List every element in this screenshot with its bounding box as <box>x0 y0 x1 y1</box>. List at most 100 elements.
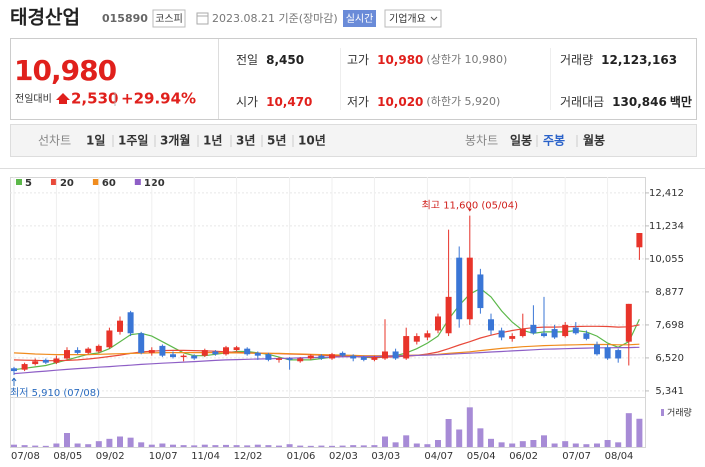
line-chart-label: 선차트 <box>38 134 71 148</box>
volume-bar <box>360 445 367 447</box>
min-annotation: 최저 5,910 (07/08) <box>10 387 100 399</box>
period-tab[interactable]: 1일 <box>86 134 105 148</box>
candle-body <box>201 350 208 356</box>
candle-body <box>53 358 60 363</box>
volume-bar <box>148 444 155 447</box>
min-arrow <box>11 377 17 386</box>
candle-body <box>382 351 388 359</box>
candle-body <box>42 359 49 363</box>
quote-note: (상한가 10,980) <box>426 53 507 66</box>
volume-bar <box>625 413 632 447</box>
x-tick-label: 07/08 <box>11 451 40 462</box>
candle-body <box>159 345 166 356</box>
candle-body <box>95 345 102 352</box>
y-tick-label: 10,055 <box>649 254 684 265</box>
candle-body <box>403 336 410 359</box>
quote-label: 저가 <box>347 95 369 109</box>
quote-item: 거래량 12,123,163 <box>560 53 677 67</box>
candle-body <box>562 324 569 337</box>
realtime-button[interactable] <box>343 10 376 27</box>
moving-average-line <box>13 346 640 375</box>
x-tick-label: 11/04 <box>191 451 220 462</box>
candle-body <box>360 357 367 360</box>
candle-body <box>307 355 314 359</box>
company-info[interactable]: 기업개요 <box>389 12 426 25</box>
volume-bar <box>159 443 166 447</box>
candle-body <box>74 350 81 353</box>
period-tab[interactable]: 5년 <box>267 134 286 148</box>
volume-bar <box>519 441 526 447</box>
candle-body <box>530 324 537 334</box>
legend-label: 60 <box>102 178 116 189</box>
candle-body <box>191 355 198 359</box>
volume-bar <box>180 445 187 447</box>
volume-bar <box>95 441 102 447</box>
candle-body <box>435 316 441 331</box>
x-tick-label: 08/05 <box>53 451 82 462</box>
candle-body <box>541 333 547 337</box>
legend-swatch <box>92 179 99 185</box>
realtime[interactable]: 실시간 <box>346 13 374 25</box>
period-tab[interactable]: 3년 <box>236 134 255 148</box>
period-tab[interactable]: 1주일 <box>118 134 148 148</box>
y-tick-label: 5,341 <box>655 386 684 397</box>
volume-bar <box>265 445 272 447</box>
volume-bar <box>117 436 123 447</box>
candle-body <box>509 336 516 339</box>
volume-bar <box>276 445 282 447</box>
volume-bar <box>382 436 388 447</box>
current-price: 10,980 <box>14 54 117 87</box>
quote-value: 8,450 <box>266 53 304 67</box>
x-tick-label: 04/07 <box>424 451 453 462</box>
period-tab[interactable]: 3개월 <box>160 133 190 148</box>
quote-items: 전일 8,450 고가 10,980 (상한가 10,980) 거래량 12,123,163… <box>236 53 692 109</box>
period-tab[interactable]: 1년 <box>203 134 222 148</box>
max-annotation: 최고 11,600 (05/04) <box>422 200 518 212</box>
candle-body <box>488 319 494 331</box>
candle-body <box>583 333 590 339</box>
y-tick-label: 6,520 <box>655 353 684 364</box>
candle-body <box>477 274 484 309</box>
volume-bar <box>191 445 198 447</box>
volume-bar <box>466 407 473 447</box>
volume-legend-swatch <box>661 409 664 416</box>
volume-bar <box>85 444 92 447</box>
quote-item: 거래대금 130,846 백만 <box>560 94 692 109</box>
volume-bar <box>170 444 176 447</box>
volume-bar <box>138 442 145 447</box>
quote-label: 전일 <box>236 53 258 67</box>
volume-bar <box>286 444 293 447</box>
volume-label: 거래량 <box>667 407 692 419</box>
quote-box <box>10 38 697 120</box>
volume-bar <box>498 442 505 447</box>
x-tick-label: 12/02 <box>234 451 263 462</box>
quote-label: 거래대금 <box>560 95 604 109</box>
period-tab[interactable]: 10년 <box>298 134 326 148</box>
company-info-button[interactable] <box>384 9 442 28</box>
candle-period-tab[interactable]: 주봉 <box>543 134 565 148</box>
y-tick-label: 12,412 <box>649 188 684 199</box>
candle-period-tab[interactable]: 월봉 <box>583 133 605 148</box>
x-tick-label: 09/02 <box>96 451 125 462</box>
candle-body <box>32 361 39 365</box>
volume-bar <box>127 437 134 447</box>
volume-bar <box>392 442 399 447</box>
market-badge <box>152 9 186 28</box>
x-tick-label: 08/04 <box>605 451 634 462</box>
quote-item: 고가 10,980 (상한가 10,980) <box>347 53 507 67</box>
candle-body <box>297 358 304 362</box>
change-rate: +29.94% <box>121 90 196 108</box>
volume-bar <box>42 445 49 447</box>
quote-value: 12,123,163 <box>601 53 677 67</box>
volume-bar <box>53 443 60 447</box>
volume-bar <box>615 442 622 447</box>
volume-bar <box>583 444 590 447</box>
candle-body <box>339 352 346 356</box>
quote-label: 거래량 <box>560 53 593 67</box>
volume-bar <box>413 443 420 447</box>
price-change: 2,530 <box>71 90 118 108</box>
candle-period-tab[interactable]: 일봉 <box>510 134 532 148</box>
candle-body <box>265 354 272 360</box>
